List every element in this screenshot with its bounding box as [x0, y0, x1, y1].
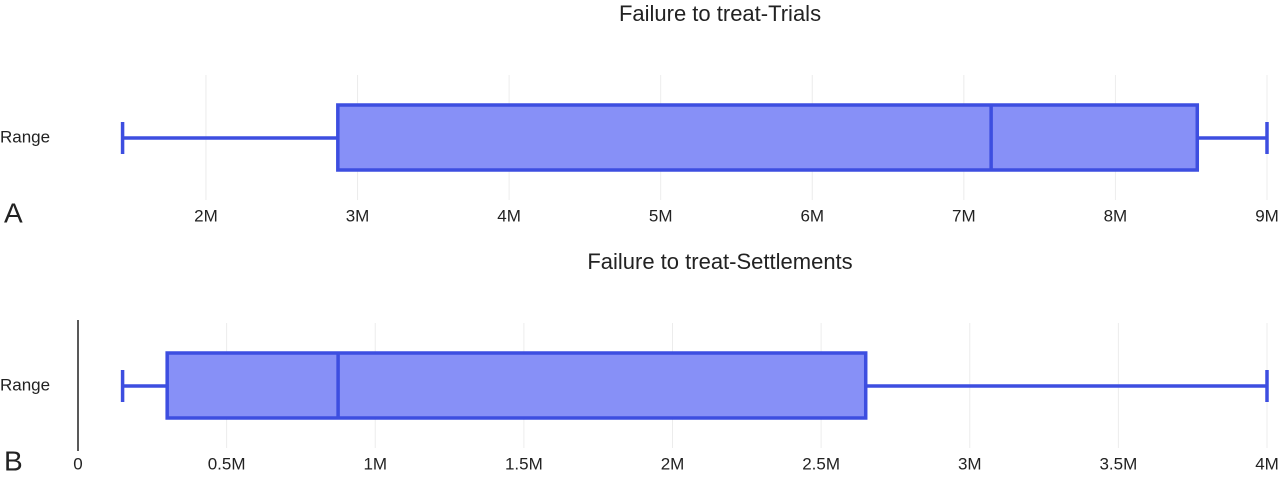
y-tick-label: Range	[0, 127, 50, 146]
x-tick-label: 3.5M	[1099, 454, 1137, 473]
x-tick-label: 2M	[661, 454, 685, 473]
x-tick-label: 3M	[958, 454, 982, 473]
x-tick-label: 9M	[1255, 206, 1279, 225]
x-tick-label: 5M	[649, 206, 673, 225]
chart-title: Failure to treat-Trials	[619, 1, 821, 26]
x-tick-label: 8M	[1104, 206, 1128, 225]
box	[165, 351, 868, 420]
x-tick-label: 2M	[194, 206, 218, 225]
box	[336, 103, 1200, 172]
x-tick-label: 0	[73, 454, 82, 473]
x-tick-label: 6M	[800, 206, 824, 225]
x-tick-label: 4M	[1255, 454, 1279, 473]
x-tick-label: 3M	[346, 206, 370, 225]
chart-title: Failure to treat-Settlements	[587, 249, 852, 274]
x-tick-label: 4M	[497, 206, 521, 225]
x-tick-label: 1M	[363, 454, 387, 473]
panel-label: A	[4, 197, 23, 228]
x-tick-label: 0.5M	[208, 454, 246, 473]
y-tick-label: Range	[0, 375, 50, 394]
x-tick-label: 2.5M	[802, 454, 840, 473]
x-tick-label: 1.5M	[505, 454, 543, 473]
x-tick-label: 7M	[952, 206, 976, 225]
panel-label: B	[4, 445, 23, 476]
